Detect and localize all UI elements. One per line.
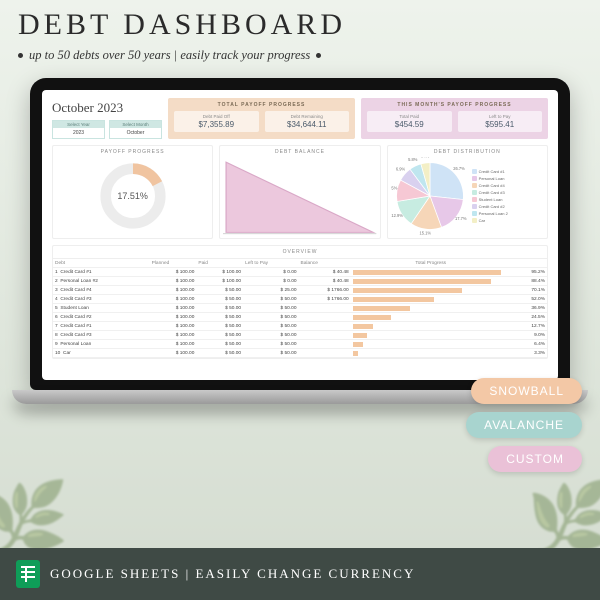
stat-value: $595.41 xyxy=(461,120,540,129)
legend-item: Student Loan xyxy=(472,197,508,202)
overview-table-panel: OVERVIEW DebtPlannedPaidLeft to PayBalan… xyxy=(52,245,548,359)
svg-text:15.1%: 15.1% xyxy=(419,231,431,235)
tagline-text: up to 50 debts over 50 years | easily tr… xyxy=(29,48,310,63)
legend-item: Personal Loan xyxy=(472,176,508,181)
table-row: 7 Credit Card #1$ 100.00$ 50.00$ 50.0012… xyxy=(53,322,547,331)
panel-donut: PAYOFF PROGRESS 17.51% xyxy=(52,145,213,239)
svg-text:5.8%: 5.8% xyxy=(408,157,418,162)
stat-value: $34,644.11 xyxy=(268,120,347,129)
dashboard-screen: October 2023 Select Year 2023 Select Mon… xyxy=(42,90,558,380)
area-chart xyxy=(223,157,376,235)
table-row: 4 Credit Card #3$ 100.00$ 50.00$ 50.00$ … xyxy=(53,295,547,304)
table-header: Left to Pay xyxy=(243,259,298,268)
footer-text: GOOGLE SHEETS | EASILY CHANGE CURRENCY xyxy=(50,566,415,582)
table-header: Debt xyxy=(53,259,150,268)
table-row: 8 Credit Card #3$ 100.00$ 50.00$ 50.009.… xyxy=(53,331,547,340)
overview-table: DebtPlannedPaidLeft to PayBalanceTotal P… xyxy=(53,259,547,358)
stat-label: Left to Pay xyxy=(461,114,540,119)
select-year-label: Select Year xyxy=(53,121,104,128)
svg-text:6.9%: 6.9% xyxy=(396,166,406,171)
date-block: October 2023 Select Year 2023 Select Mon… xyxy=(52,98,162,139)
stat-value: $7,355.89 xyxy=(177,120,256,129)
legend-item: Credit Card #3 xyxy=(472,190,508,195)
card-total-progress: TOTAL PAYOFF PROGRESS Debt Paid Off$7,35… xyxy=(168,98,355,139)
stat-label: Debt Remaining xyxy=(268,114,347,119)
donut-label: 17.51% xyxy=(117,191,148,201)
laptop-mockup: October 2023 Select Year 2023 Select Mon… xyxy=(30,78,570,404)
panel-title: DEBT BALANCE xyxy=(223,149,376,155)
panel-title: OVERVIEW xyxy=(53,246,547,259)
legend-item: Personal Loan 2 xyxy=(472,211,508,216)
date-heading: October 2023 xyxy=(52,100,162,116)
stat-label: Total Paid xyxy=(370,114,449,119)
table-row: 2 Personal Loan #2$ 100.00$ 100.00$ 0.00… xyxy=(53,277,547,286)
panel-pie: DEBT DISTRIBUTION 26.7% 17.7% 15.1% 12.9% 10… xyxy=(387,145,548,239)
select-month-value: October xyxy=(110,128,161,138)
panel-area: DEBT BALANCE xyxy=(219,145,380,239)
feature-pill: CUSTOM xyxy=(488,446,582,472)
svg-text:17.7%: 17.7% xyxy=(455,216,467,221)
bullet-icon xyxy=(316,53,321,58)
legend-item: Credit Card #4 xyxy=(472,183,508,188)
card-title: TOTAL PAYOFF PROGRESS xyxy=(174,102,349,108)
select-year[interactable]: Select Year 2023 xyxy=(52,120,105,139)
table-row: 6 Credit Card #2$ 100.00$ 50.00$ 50.0024… xyxy=(53,313,547,322)
card-month-progress: THIS MONTH'S PAYOFF PROGRESS Total Paid$… xyxy=(361,98,548,139)
select-year-value: 2023 xyxy=(53,128,104,138)
table-header: Total Progress xyxy=(351,259,511,268)
pie-legend: Credit Card #1 Personal Loan Credit Card #… xyxy=(472,157,508,235)
stat-value: $454.59 xyxy=(370,120,449,129)
svg-text:26.7%: 26.7% xyxy=(453,166,465,171)
footer: GOOGLE SHEETS | EASILY CHANGE CURRENCY xyxy=(0,548,600,600)
tagline: up to 50 debts over 50 years | easily tr… xyxy=(0,48,600,71)
table-row: 10 Car$ 100.00$ 50.00$ 50.003.3% xyxy=(53,349,547,358)
table-row: 3 Credit Card #4$ 100.00$ 50.00$ 25.00$ … xyxy=(53,286,547,295)
table-header: Balance xyxy=(299,259,351,268)
table-row: 5 Student Loan$ 100.00$ 50.00$ 50.0036.9… xyxy=(53,304,547,313)
table-row: 1 Credit Card #1$ 100.00$ 100.00$ 0.00$ … xyxy=(53,268,547,277)
banner: DEBT DASHBOARD xyxy=(0,0,600,48)
feature-pill: AVALANCHE xyxy=(466,412,582,438)
table-row: 9 Personal Loan$ 100.00$ 50.00$ 50.006.4… xyxy=(53,340,547,349)
bullet-icon xyxy=(18,53,23,58)
legend-item: Car xyxy=(472,218,508,223)
svg-text:4.4%: 4.4% xyxy=(420,157,430,158)
select-month-label: Select Month xyxy=(110,121,161,128)
pie-chart: 26.7% 17.7% 15.1% 12.9% 10.5% 6.9%5.8%4.4% xyxy=(391,157,469,235)
legend-item: Credit Card #1 xyxy=(472,169,508,174)
legend-item: Credit Card #2 xyxy=(472,204,508,209)
card-title: THIS MONTH'S PAYOFF PROGRESS xyxy=(367,102,542,108)
svg-text:10.5%: 10.5% xyxy=(391,186,398,191)
feature-pill: SNOWBALL xyxy=(471,378,582,404)
table-header: Planned xyxy=(150,259,197,268)
panel-title: PAYOFF PROGRESS xyxy=(56,149,209,155)
panel-title: DEBT DISTRIBUTION xyxy=(391,149,544,155)
google-sheets-icon xyxy=(16,560,40,588)
select-month[interactable]: Select Month October xyxy=(109,120,162,139)
table-header: Paid xyxy=(196,259,243,268)
svg-text:12.9%: 12.9% xyxy=(391,213,403,218)
stat-label: Debt Paid Off xyxy=(177,114,256,119)
table-header xyxy=(511,259,547,268)
page-title: DEBT DASHBOARD xyxy=(18,8,582,42)
